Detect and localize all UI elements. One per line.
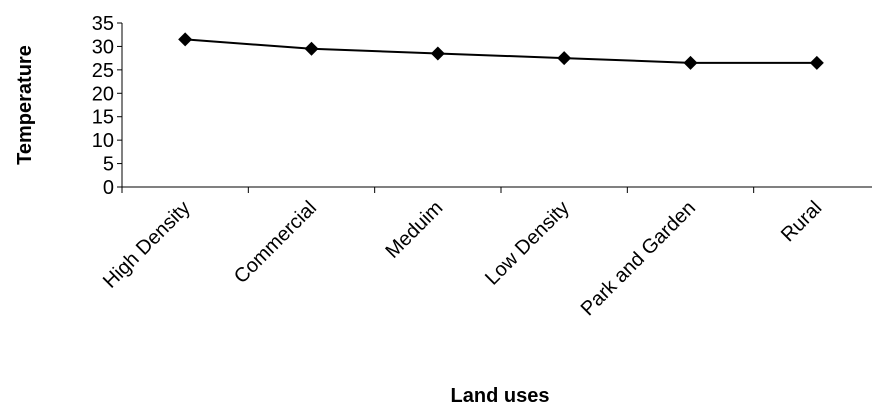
x-tick-label: Rural [777, 197, 826, 246]
y-tick-label: 10 [92, 130, 114, 152]
x-tick-label: Commercial [230, 197, 321, 288]
y-tick-label: 20 [92, 83, 114, 105]
data-point-marker [430, 46, 445, 61]
data-point-marker [304, 41, 319, 56]
data-point-marker [178, 32, 193, 47]
x-axis-title: Land uses [451, 385, 550, 407]
series-line [185, 38, 817, 64]
x-axis: High Density Commercial Meduim Low Density P… [99, 186, 872, 320]
x-tick-label: High Density [99, 197, 195, 293]
y-tick-label: 0 [103, 177, 114, 199]
y-tick-label: 5 [103, 154, 114, 176]
y-tick-label: 25 [92, 60, 114, 82]
x-ticks: High Density Commercial Meduim Low Density P… [99, 187, 826, 320]
x-tick-label: Meduim [382, 197, 448, 263]
data-point-marker [683, 55, 698, 70]
data-point-marker [557, 51, 572, 66]
y-tick-label: 35 [92, 13, 114, 35]
series-group [178, 32, 824, 70]
data-point-marker [809, 55, 824, 70]
y-tick-label: 30 [92, 36, 114, 58]
x-tick-label: Park and Garden [577, 197, 700, 320]
y-tick-label: 15 [92, 107, 114, 129]
x-tick-label: Low Density [481, 197, 574, 290]
y-axis-title: Temperature [14, 45, 36, 165]
